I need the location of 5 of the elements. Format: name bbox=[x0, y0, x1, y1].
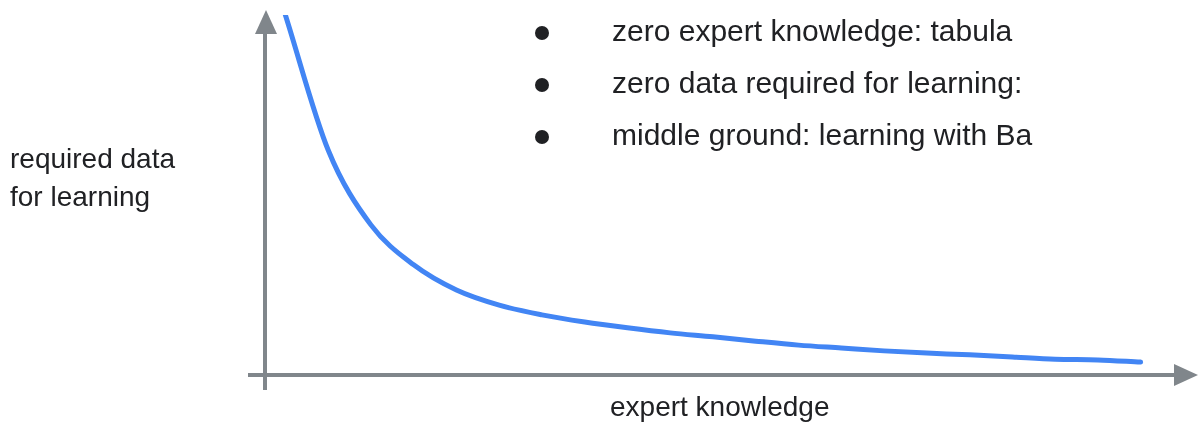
y-axis-title: required data for learning bbox=[10, 142, 176, 214]
annotation: middle ground: learning with Ba bbox=[612, 118, 1033, 151]
annotation: zero data required for learning: bbox=[612, 66, 1023, 99]
x-axis-title: expert knowledge bbox=[610, 391, 830, 423]
annotation: zero expert knowledge: tabula bbox=[612, 14, 1013, 47]
